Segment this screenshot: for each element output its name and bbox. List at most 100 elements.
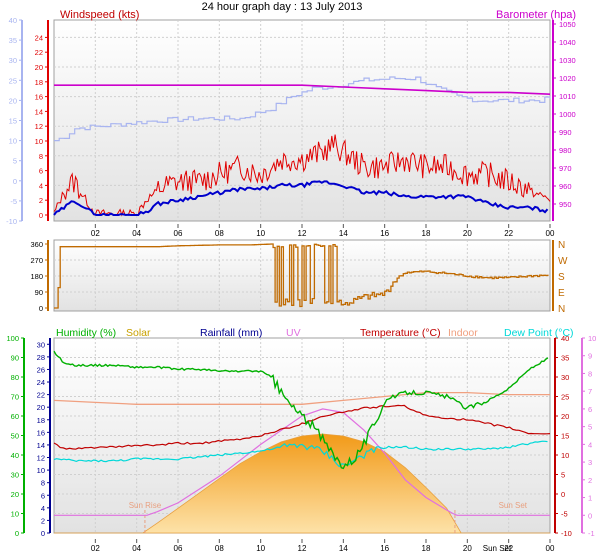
temperature-axis-tick-label: 0 bbox=[561, 490, 565, 499]
outer-left-axis-tick-label: 30 bbox=[9, 56, 17, 65]
rainfall-axis-tick-label: 12 bbox=[37, 454, 45, 463]
humidity-axis-tick-label: 100 bbox=[6, 334, 19, 343]
x-tick-label: 04 bbox=[132, 229, 141, 238]
humidity-axis: 0 10 20 30 40 50 60 70 80 90 100 bbox=[6, 334, 25, 538]
x-tick-label: 12 bbox=[298, 544, 307, 553]
temperature-series-line bbox=[53, 404, 551, 450]
x-tick-label: 18 bbox=[422, 544, 431, 553]
rainfall-axis-tick-label: 8 bbox=[41, 479, 45, 488]
uv-axis-tick-label: 0 bbox=[588, 511, 592, 520]
outer-left-axis-tick-label: 20 bbox=[9, 96, 17, 105]
temperature-axis-tick-label: 20 bbox=[561, 412, 569, 421]
wind-axis-tick-label: 22 bbox=[35, 48, 43, 57]
x-tick-label: 14 bbox=[339, 229, 348, 238]
compass-axis-label: N bbox=[558, 240, 565, 251]
temperature-axis: -10 -5 0 5 10 15 20 25 30 35 40 bbox=[554, 334, 572, 538]
outer-left-axis-tick-label: 5 bbox=[13, 157, 17, 166]
temperature-axis-tick-label: 15 bbox=[561, 432, 569, 441]
wind-axis-tick-label: 20 bbox=[35, 63, 43, 72]
uv-axis-tick-label: 2 bbox=[588, 476, 592, 485]
temperature-axis-tick-label: 10 bbox=[561, 451, 569, 460]
direction-axis-tick-label: 360 bbox=[30, 240, 43, 249]
wind-axis-tick-label: 24 bbox=[35, 33, 43, 42]
sun-set-axis-label: Sun Set bbox=[483, 544, 512, 553]
uv-axis-tick-label: 4 bbox=[588, 440, 592, 449]
rainfall-axis-tick-label: 22 bbox=[37, 391, 45, 400]
solar-area-shape bbox=[54, 433, 550, 534]
direction-axis-tick-label: 180 bbox=[30, 272, 43, 281]
x-tick-label: 22 bbox=[504, 229, 513, 238]
rainfall-axis-tick-label: 0 bbox=[41, 529, 45, 538]
rainfall-axis-tick-label: 10 bbox=[37, 466, 45, 475]
temperature-axis-tick-label: 35 bbox=[561, 354, 569, 363]
legend: Humidity (%) Solar Rainfall (mm) UV Temperat… bbox=[56, 327, 574, 339]
legend-item: UV bbox=[286, 327, 301, 339]
legend-item: Solar bbox=[126, 327, 151, 339]
x-tick-label: 08 bbox=[215, 229, 224, 238]
average-wind-series-line bbox=[53, 180, 549, 217]
compass-axis-label: E bbox=[558, 288, 565, 299]
x-tick-label: 20 bbox=[463, 544, 472, 553]
baro-series-line bbox=[54, 84, 551, 95]
humidity-axis-tick-label: 20 bbox=[11, 490, 19, 499]
sun-rise-label: Sun Rise bbox=[129, 501, 162, 510]
direction-series bbox=[54, 243, 549, 309]
outer-series-line bbox=[54, 76, 551, 142]
compass-axis-label: N bbox=[558, 304, 565, 315]
temperature-axis-tick-label: -10 bbox=[561, 529, 572, 538]
legend-item: Dew Point (°C) bbox=[504, 327, 574, 339]
x-tick-label: 12 bbox=[298, 229, 307, 238]
wind-axis-tick-label: 14 bbox=[35, 107, 43, 116]
solar-area bbox=[54, 433, 550, 534]
temp-series bbox=[53, 350, 551, 516]
uv-axis-tick-label: 5 bbox=[588, 423, 592, 432]
legend-item: Indoor bbox=[448, 327, 478, 339]
baro-axis-tick-label: 1000 bbox=[559, 110, 576, 119]
x-tick-label: 04 bbox=[132, 544, 141, 553]
rainfall-axis-tick-label: 26 bbox=[37, 365, 45, 374]
outer-left-axis-tick-label: -5 bbox=[10, 197, 17, 206]
outer-left-axis-tick-label: 40 bbox=[9, 16, 17, 25]
temperature-axis-tick-label: -5 bbox=[561, 510, 568, 519]
outer-left-axis-tick-label: 10 bbox=[9, 137, 17, 146]
humidity-axis-tick-label: 50 bbox=[11, 432, 19, 441]
outer-left-axis-tick-label: 35 bbox=[9, 36, 17, 45]
uv-axis-tick-label: 1 bbox=[588, 494, 592, 503]
x-tick-label: 22 bbox=[504, 544, 513, 553]
baro-axis: 950 960 970 980 990 1000 1010 1020 1030 1040 1050 bbox=[552, 20, 576, 221]
humidity-axis-tick-label: 80 bbox=[11, 373, 19, 382]
humidity-axis-tick-label: 90 bbox=[11, 354, 19, 363]
uv-axis-tick-label: 10 bbox=[588, 334, 596, 343]
baro-axis-title: Barometer (hpa) bbox=[496, 9, 576, 21]
rainfall-axis-tick-label: 24 bbox=[37, 378, 45, 387]
baro-axis-tick-label: 960 bbox=[559, 182, 572, 191]
baro-axis-tick-label: 1040 bbox=[559, 38, 576, 47]
rainfall-axis-tick-label: 20 bbox=[37, 403, 45, 412]
humidity-axis-tick-label: 30 bbox=[11, 471, 19, 480]
x-tick-label: 08 bbox=[215, 544, 224, 553]
wind-axis-tick-label: 16 bbox=[35, 93, 43, 102]
x-tick-label: 00 bbox=[546, 229, 555, 238]
x-tick-label: 14 bbox=[339, 544, 348, 553]
rainfall-axis-tick-label: 14 bbox=[37, 441, 45, 450]
rainfall-axis-tick-label: 4 bbox=[41, 504, 45, 513]
x-tick-label: 10 bbox=[256, 544, 265, 553]
x-tick-label: 00 bbox=[546, 544, 555, 553]
baro-axis-tick-label: 950 bbox=[559, 200, 572, 209]
outer-left-axis-tick-label: 25 bbox=[9, 76, 17, 85]
outer-left-axis-tick-label: -10 bbox=[6, 217, 17, 226]
sun-set-label: Sun Set bbox=[499, 501, 528, 510]
temperature-axis-tick-label: 5 bbox=[561, 471, 565, 480]
uv-axis-tick-label: 3 bbox=[588, 458, 592, 467]
baro-axis-tick-label: 1030 bbox=[559, 56, 576, 65]
x-axis-ticks-bottom: 02 04 06 08 10 12 14 16 18 20 22 00 bbox=[91, 539, 555, 553]
dewpoint-series-line bbox=[53, 440, 548, 468]
temperature-axis-tick-label: 30 bbox=[561, 373, 569, 382]
wind-axis-tick-label: 0 bbox=[39, 211, 43, 220]
outer-left-axis-tick-label: 15 bbox=[9, 117, 17, 126]
wind-axis-tick-label: 18 bbox=[35, 78, 43, 87]
x-tick-label: 16 bbox=[380, 544, 389, 553]
